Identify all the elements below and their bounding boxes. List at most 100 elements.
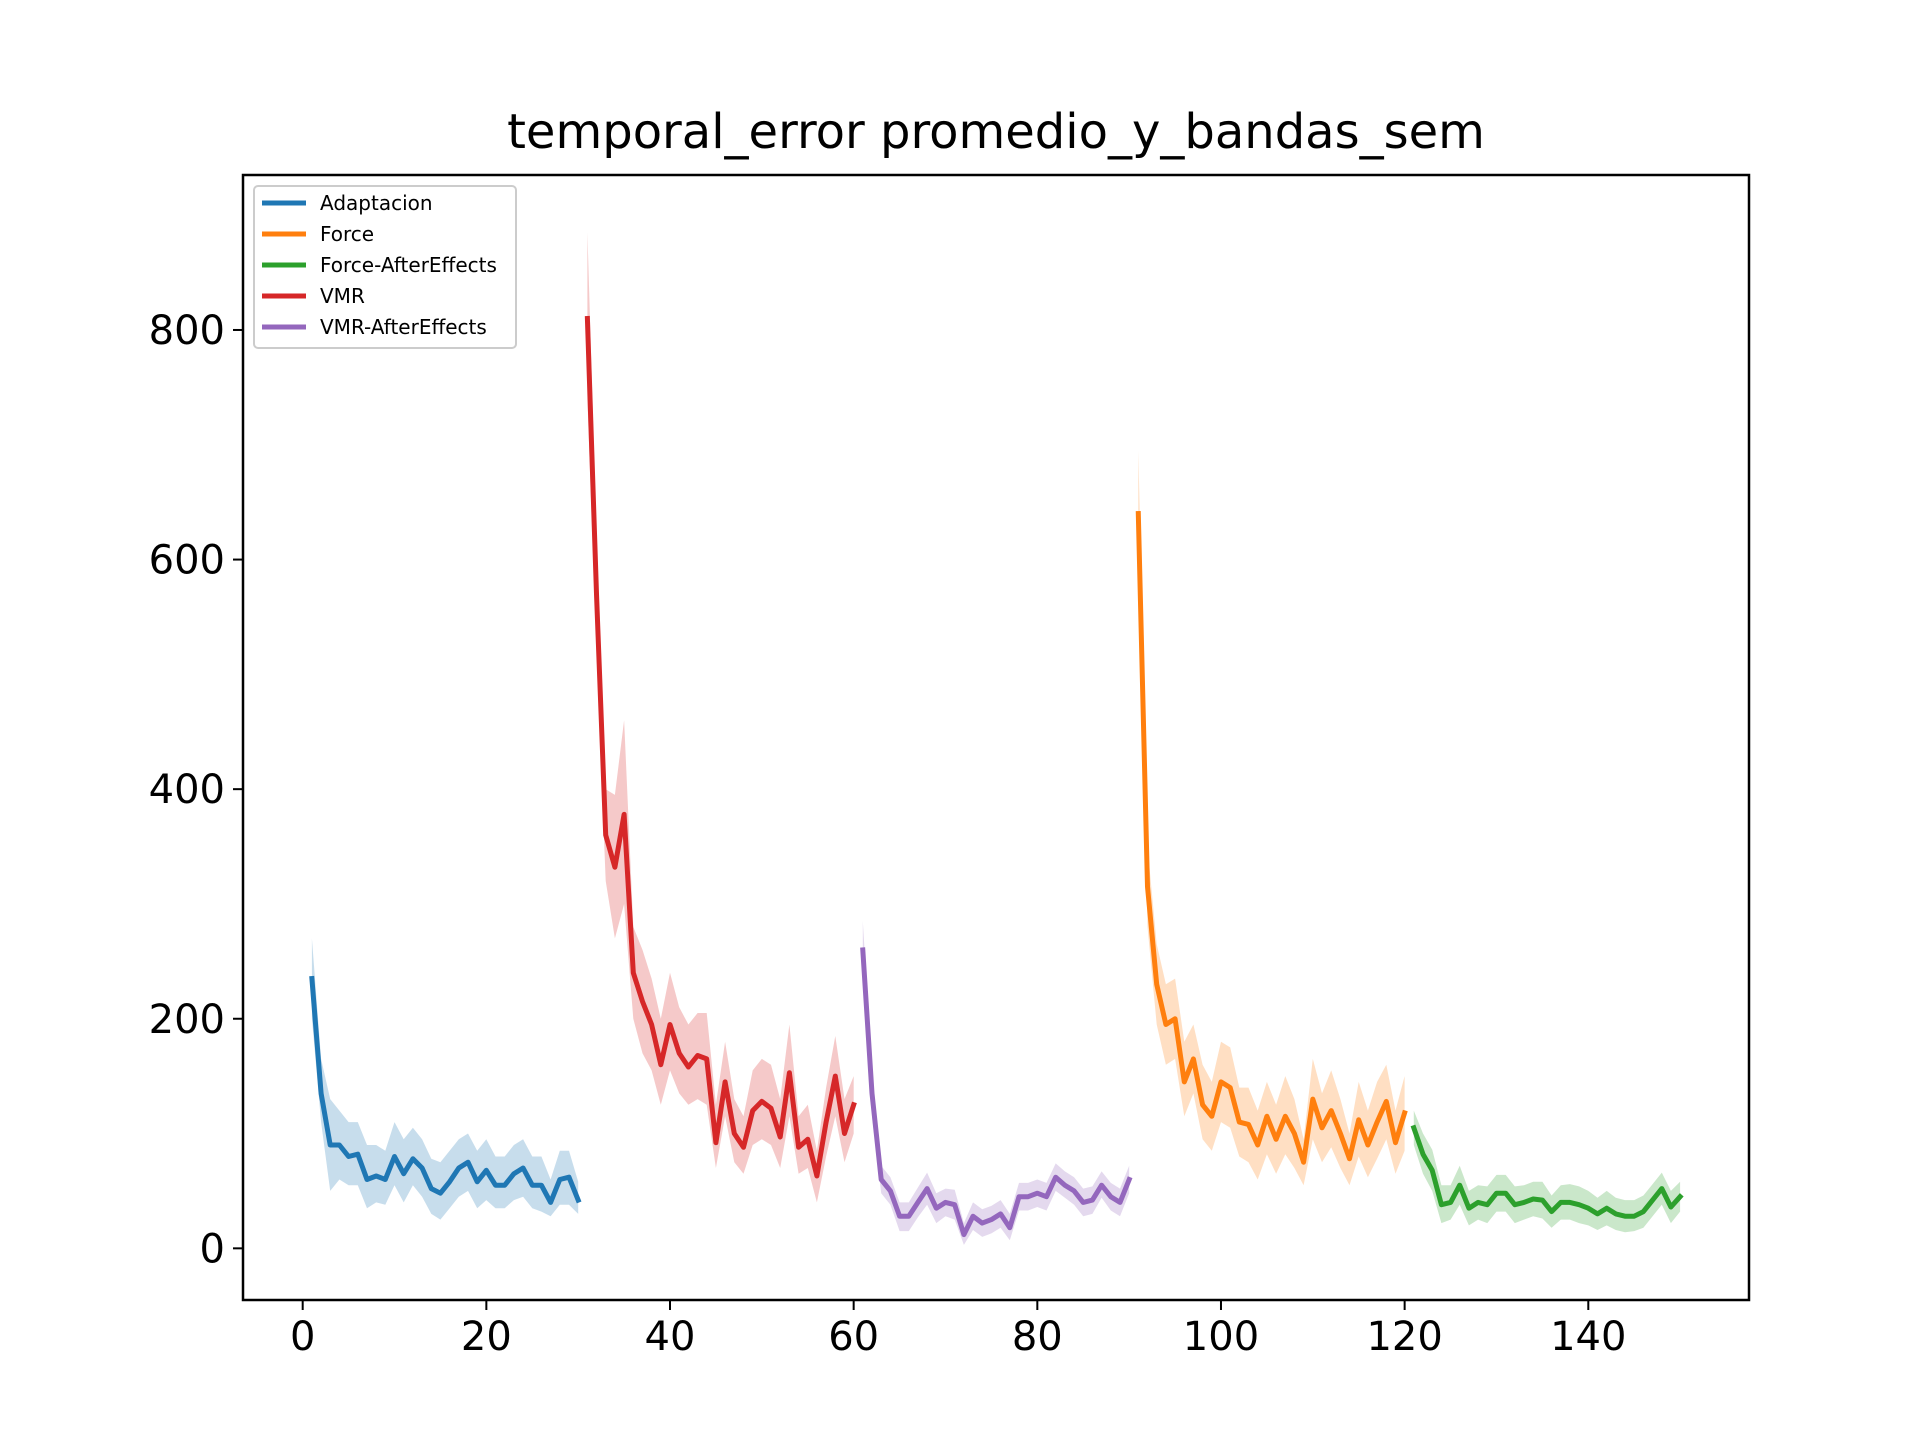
point-vmr (805, 1137, 810, 1142)
point-adaptacion (420, 1166, 425, 1171)
point-adaptacion (429, 1186, 434, 1191)
point-vmr (796, 1145, 801, 1150)
point-adaptacion (502, 1183, 507, 1188)
point-force-aftereffects (1503, 1191, 1508, 1196)
point-adaptacion (309, 976, 314, 981)
point-vmr-aftereffects (1026, 1194, 1031, 1199)
x-tick-label: 100 (1183, 1314, 1259, 1360)
point-force-aftereffects (1522, 1200, 1527, 1205)
point-vmr (603, 833, 608, 838)
point-vmr (677, 1051, 682, 1056)
point-force-aftereffects (1668, 1205, 1673, 1210)
point-force-aftereffects (1485, 1202, 1490, 1207)
point-vmr-aftereffects (1127, 1177, 1132, 1182)
point-force (1274, 1137, 1279, 1142)
point-vmr-aftereffects (1099, 1183, 1104, 1188)
point-force (1320, 1125, 1325, 1130)
point-vmr-aftereffects (1072, 1188, 1077, 1193)
band-adaptacion (311, 938, 579, 1220)
point-force-aftereffects (1586, 1206, 1591, 1211)
point-force-aftereffects (1549, 1209, 1554, 1214)
point-adaptacion (557, 1177, 562, 1182)
point-force (1384, 1099, 1389, 1104)
chart-title: temporal_error promedio_y_bandas_sem (507, 104, 1485, 160)
point-vmr (585, 316, 590, 321)
legend-label-force-aftereffects: Force-AfterEffects (320, 253, 497, 277)
point-force (1329, 1108, 1334, 1113)
point-adaptacion (374, 1174, 379, 1179)
point-vmr (631, 970, 636, 975)
line-vmr-aftereffects (860, 947, 1133, 1238)
point-force-aftereffects (1632, 1214, 1637, 1219)
point-adaptacion (319, 1091, 324, 1096)
point-vmr-aftereffects (961, 1232, 966, 1237)
point-vmr (750, 1108, 755, 1113)
point-adaptacion (511, 1171, 516, 1176)
point-vmr (759, 1099, 764, 1104)
point-force-aftereffects (1613, 1211, 1618, 1216)
point-force-aftereffects (1678, 1194, 1683, 1199)
point-adaptacion (328, 1143, 333, 1148)
point-force (1145, 884, 1150, 889)
line-adaptacion (309, 975, 582, 1205)
point-force (1375, 1120, 1380, 1125)
point-vmr-aftereffects (1081, 1200, 1086, 1205)
line-force-aftereffects (1410, 1124, 1684, 1219)
point-force-aftereffects (1466, 1206, 1471, 1211)
legend-label-adaptacion: Adaptacion (320, 191, 433, 215)
point-force (1163, 1022, 1168, 1027)
point-vmr-aftereffects (1118, 1200, 1123, 1205)
point-vmr-aftereffects (1062, 1183, 1067, 1188)
y-tick-label: 0 (200, 1226, 225, 1272)
point-force-aftereffects (1558, 1200, 1563, 1205)
point-vmr-aftereffects (1017, 1194, 1022, 1199)
point-force (1402, 1110, 1407, 1115)
point-force (1219, 1079, 1224, 1084)
x-tick-label: 40 (645, 1314, 696, 1360)
point-vmr (723, 1079, 728, 1084)
band-force (1138, 450, 1405, 1186)
point-force (1173, 1016, 1178, 1021)
point-vmr (649, 1022, 654, 1027)
point-vmr (741, 1145, 746, 1150)
point-force-aftereffects (1421, 1152, 1426, 1157)
point-adaptacion (567, 1175, 572, 1180)
point-force (1191, 1056, 1196, 1061)
line-force (1135, 511, 1408, 1165)
point-adaptacion (401, 1171, 406, 1176)
y-tick-label: 600 (149, 538, 225, 584)
point-force (1255, 1143, 1260, 1148)
point-vmr-aftereffects (1053, 1175, 1058, 1180)
point-force (1209, 1114, 1214, 1119)
point-adaptacion (447, 1179, 452, 1184)
point-force-aftereffects (1595, 1211, 1600, 1216)
point-vmr (658, 1062, 663, 1067)
x-axis: 0 20 40 60 80 100 120 140 (290, 1300, 1626, 1360)
point-vmr-aftereffects (934, 1206, 939, 1211)
point-vmr (640, 999, 645, 1004)
point-vmr-aftereffects (943, 1200, 948, 1205)
point-vmr-aftereffects (1108, 1194, 1113, 1199)
line-vmr (584, 315, 857, 1179)
point-adaptacion (365, 1177, 370, 1182)
point-vmr (622, 812, 627, 817)
point-force-aftereffects (1567, 1200, 1572, 1205)
point-force-aftereffects (1641, 1209, 1646, 1214)
point-vmr-aftereffects (989, 1217, 994, 1222)
legend-label-force: Force (320, 222, 374, 246)
point-force (1182, 1079, 1187, 1084)
point-vmr (824, 1120, 829, 1125)
point-force-aftereffects (1448, 1200, 1453, 1205)
point-vmr-aftereffects (971, 1214, 976, 1219)
point-vmr-aftereffects (915, 1200, 920, 1205)
point-vmr (851, 1102, 856, 1107)
point-force-aftereffects (1439, 1202, 1444, 1207)
point-adaptacion (392, 1154, 397, 1159)
point-vmr (612, 865, 617, 870)
point-adaptacion (410, 1156, 415, 1161)
point-force-aftereffects (1623, 1214, 1628, 1219)
series-lines (309, 315, 1684, 1238)
point-vmr-aftereffects (870, 1091, 875, 1096)
point-vmr (787, 1070, 792, 1075)
x-tick-label: 80 (1012, 1314, 1063, 1360)
